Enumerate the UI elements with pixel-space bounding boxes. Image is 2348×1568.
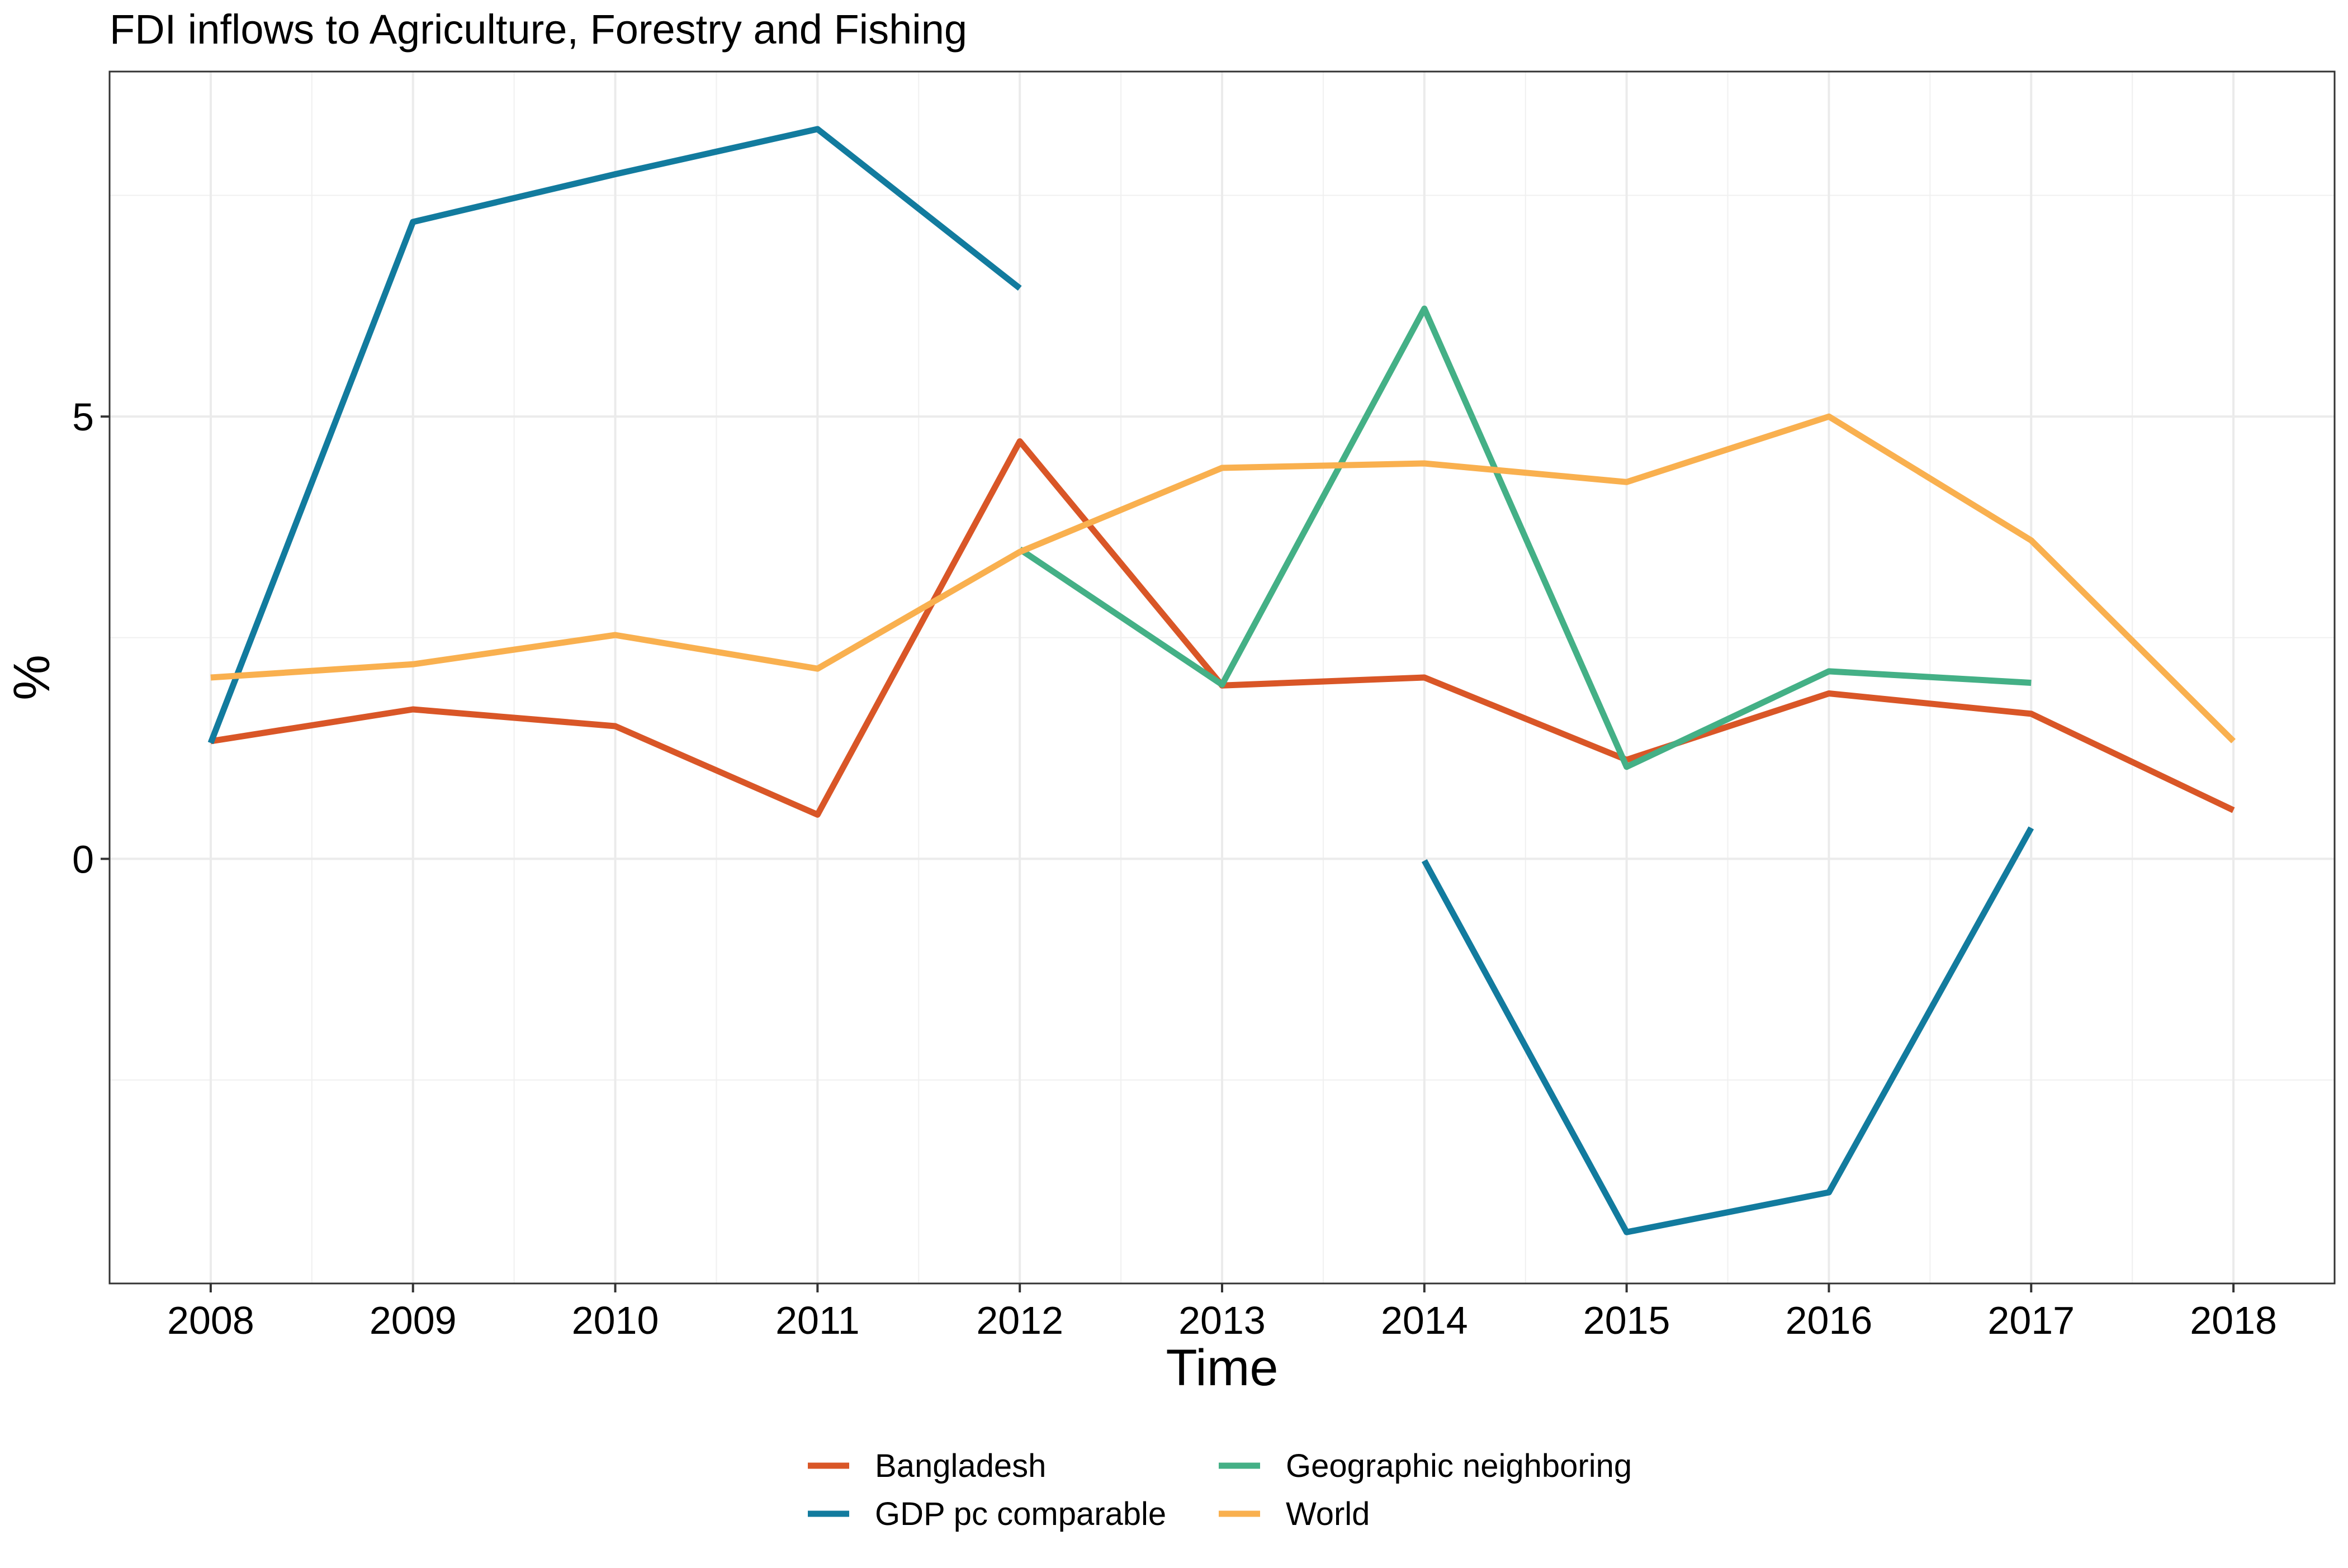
x-tick-label: 2014 <box>1381 1299 1468 1342</box>
series-lines <box>207 126 2236 1235</box>
x-tick-label: 2017 <box>1987 1299 2075 1342</box>
y-tick-label: 0 <box>72 837 94 881</box>
y-axis-label: % <box>3 655 60 700</box>
x-tick-label: 2010 <box>572 1299 659 1342</box>
legend-item-gdp-pc-comparable: GDP pc comparable <box>808 1496 1166 1532</box>
legend-label: World <box>1286 1496 1370 1532</box>
x-tick-label: 2013 <box>1178 1299 1266 1342</box>
y-tick-label: 5 <box>72 395 94 439</box>
x-tick-label: 2009 <box>370 1299 457 1342</box>
gridlines <box>110 72 2335 1283</box>
series-line-gdp-pc-comparable <box>1421 826 2034 1235</box>
legend-label: Geographic neighboring <box>1286 1448 1632 1484</box>
axes: 2008 2009 2010 2011 2012 2013 2014 2015 2016 2017… <box>72 395 2277 1342</box>
legend-item-world: World <box>1219 1496 1370 1532</box>
x-tick-label: 2016 <box>1786 1299 1873 1342</box>
chart-title: FDI inflows to Agriculture, Forestry and… <box>110 6 967 53</box>
legend: Bangladesh GDP pc comparable Geographic ne… <box>808 1448 1632 1532</box>
x-tick-label: 2011 <box>775 1299 860 1342</box>
series-line-geographic-neighboring <box>1018 305 2032 770</box>
series-line-gdp-pc-comparable <box>207 126 1022 745</box>
legend-label: GDP pc comparable <box>875 1496 1166 1532</box>
legend-item-geographic-neighboring: Geographic neighboring <box>1219 1448 1632 1484</box>
series-line-world <box>210 413 2236 743</box>
x-tick-label: 2018 <box>2190 1299 2277 1342</box>
x-tick-label: 2012 <box>976 1299 1063 1342</box>
legend-item-bangladesh: Bangladesh <box>808 1448 1046 1484</box>
x-tick-label: 2008 <box>167 1299 254 1342</box>
legend-label: Bangladesh <box>875 1448 1046 1484</box>
x-tick-label: 2015 <box>1583 1299 1670 1342</box>
x-axis-label: Time <box>1166 1339 1278 1396</box>
